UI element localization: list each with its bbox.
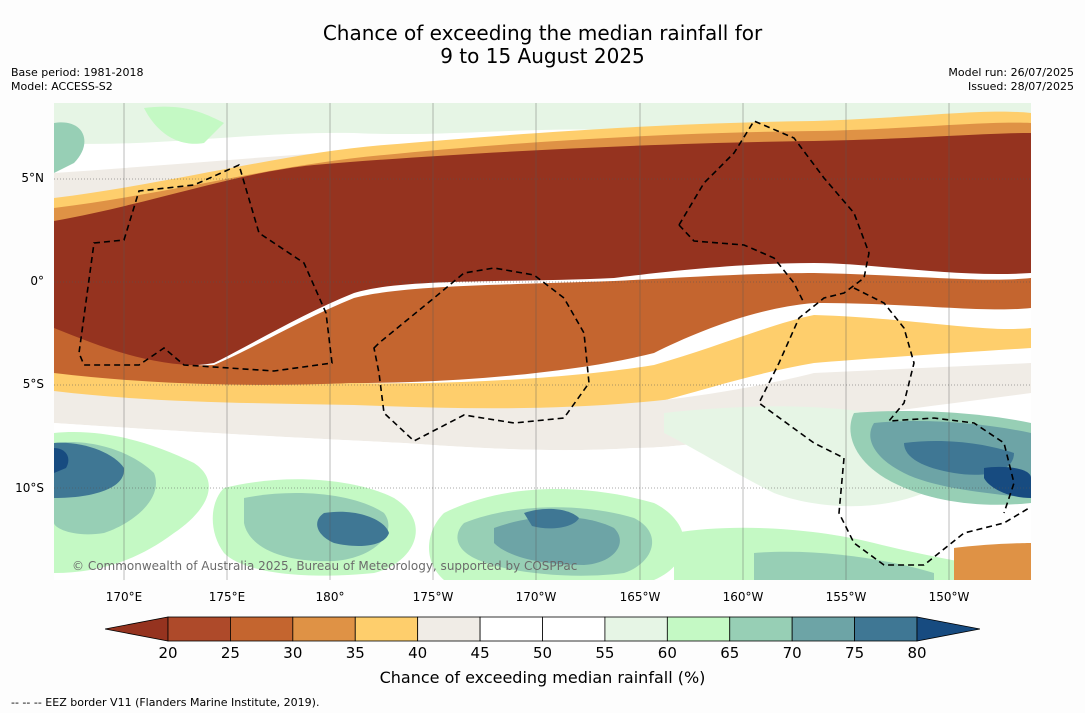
colorbar-cell — [354, 616, 419, 642]
lat-label-0: 0° — [30, 274, 44, 288]
colorbar-extend-high — [916, 616, 981, 642]
lon-label-180: 180° — [315, 590, 345, 604]
colorbar-tick-label: 50 — [532, 644, 553, 662]
base-period: Base period: 1981-2018 — [11, 66, 144, 79]
colorbar — [104, 614, 981, 644]
model-run: Model run: 26/07/2025 — [948, 66, 1074, 79]
lon-label-165w: 165°W — [619, 590, 661, 604]
colorbar-tick-label: 80 — [907, 644, 927, 662]
colorbar-cell — [854, 616, 918, 642]
copyright-text: © Commonwealth of Australia 2025, Bureau… — [72, 559, 578, 573]
colorbar-cell — [417, 616, 481, 642]
colorbar-tick-label: 25 — [220, 644, 240, 662]
lon-label-170w: 170°W — [515, 590, 557, 604]
colorbar-cell — [604, 616, 668, 642]
meta-right: Model run: 26/07/2025 Issued: 28/07/2025 — [948, 66, 1074, 94]
colorbar-title: Chance of exceeding median rainfall (%) — [379, 668, 706, 687]
colorbar-tick-label: 45 — [470, 644, 490, 662]
lon-label-170e: 170°E — [105, 590, 143, 604]
eez-legend: -- -- -- EEZ border V11 (Flanders Marine… — [11, 696, 320, 709]
lon-label-160w: 160°W — [722, 590, 764, 604]
lat-label-5s: 5°S — [22, 377, 44, 391]
lon-label-155w: 155°W — [825, 590, 867, 604]
lon-label-175e: 175°E — [208, 590, 246, 604]
colorbar-svg — [104, 616, 981, 642]
eez-borders — [78, 119, 1030, 566]
colorbar-cell — [292, 616, 356, 642]
title-line-1: Chance of exceeding the median rainfall … — [322, 21, 763, 45]
map-svg — [54, 103, 1031, 580]
colorbar-ticks: 20 25 30 35 40 45 50 55 60 65 70 75 80 — [0, 644, 1085, 662]
colorbar-tick-label: 40 — [408, 644, 428, 662]
colorbar-cell — [167, 616, 231, 642]
meta-left: Base period: 1981-2018 Model: ACCESS-S2 — [11, 66, 143, 94]
colorbar-cell — [791, 616, 855, 642]
colorbar-tick-label: 65 — [720, 644, 740, 662]
lat-label-5n: 5°N — [21, 171, 44, 185]
lon-label-175w: 175°W — [412, 590, 454, 604]
colorbar-extend-low — [104, 616, 169, 642]
colorbar-cell — [479, 616, 543, 642]
map-title: Chance of exceeding the median rainfall … — [0, 22, 1085, 68]
model-name: Model: ACCESS-S2 — [11, 80, 113, 93]
colorbar-cell — [666, 616, 731, 642]
title-line-2: 9 to 15 August 2025 — [440, 44, 645, 68]
colorbar-tick-label: 35 — [345, 644, 365, 662]
colorbar-tick-label: 70 — [782, 644, 802, 662]
lat-label-10s: 10°S — [15, 481, 44, 495]
colorbar-tick-label: 75 — [845, 644, 865, 662]
colorbar-cell — [230, 616, 294, 642]
colorbar-tick-label: 30 — [283, 644, 303, 662]
issued-date: Issued: 28/07/2025 — [967, 80, 1074, 93]
colorbar-cell — [542, 616, 606, 642]
colorbar-tick-label: 20 — [158, 644, 178, 662]
colorbar-tick-label: 55 — [595, 644, 615, 662]
lon-label-150w: 150°W — [928, 590, 970, 604]
rainfall-map: © Commonwealth of Australia 2025, Bureau… — [54, 103, 1031, 580]
colorbar-tick-label: 60 — [657, 644, 677, 662]
colorbar-cell — [729, 616, 793, 642]
